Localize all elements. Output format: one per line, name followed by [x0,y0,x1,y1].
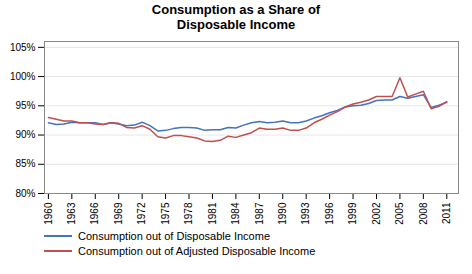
svg-text:2005: 2005 [394,202,405,225]
svg-text:1960: 1960 [43,202,54,225]
svg-text:1972: 1972 [136,202,147,225]
svg-text:80%: 80% [15,188,35,199]
svg-text:105%: 105% [10,41,36,52]
svg-text:1996: 1996 [324,202,335,225]
html-text:Consumption out of Disposable: Consumption out of Disposable Income [78,229,270,242]
svg-text:2011: 2011 [441,202,452,224]
html-text:Consumption out of Adjusted Di: Consumption out of Adjusted Disposable I… [78,244,316,257]
svg-text:85%: 85% [15,158,35,169]
svg-text:100%: 100% [10,71,36,82]
svg-text:1975: 1975 [160,202,171,225]
svg-text:95%: 95% [15,100,35,111]
svg-text:1981: 1981 [207,202,218,225]
svg-text:1984: 1984 [230,202,241,225]
svg-text:1978: 1978 [183,202,194,225]
svg-text:1963: 1963 [66,202,77,225]
svg-text:90%: 90% [15,129,35,140]
svg-text:2008: 2008 [418,202,429,225]
svg-text:1969: 1969 [113,202,124,225]
html-text:Consumption as a Share of Disp: Consumption as a Share of Disposable Inc… [151,2,321,32]
svg-text:1987: 1987 [254,202,265,225]
svg-text:2002: 2002 [371,202,382,225]
svg-text:1999: 1999 [347,202,358,225]
svg-text:1966: 1966 [89,202,100,225]
svg-text:1990: 1990 [277,202,288,225]
svg-text:1993: 1993 [300,202,311,225]
